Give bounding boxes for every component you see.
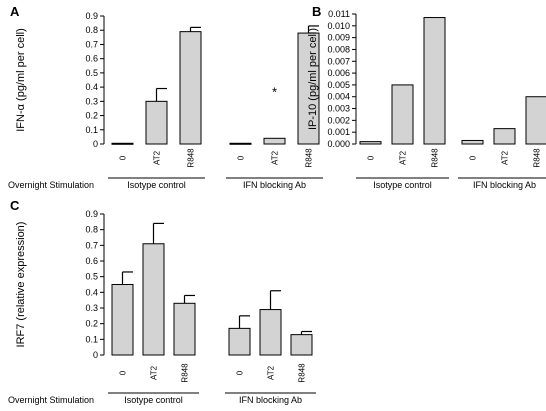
y-tick-label: 0.004: [327, 92, 350, 102]
panel-letter: C: [10, 198, 20, 213]
category-label: 0: [236, 370, 245, 375]
category-label: R848: [298, 363, 307, 383]
group-label: IFN blocking Ab: [239, 395, 302, 405]
category-label: AT2: [267, 365, 276, 380]
category-label: R848: [187, 148, 196, 168]
category-label: 0: [119, 370, 128, 375]
y-tick-label: 0.008: [327, 44, 350, 54]
y-tick-label: 0.8: [85, 25, 98, 35]
y-tick-label: 0.005: [327, 80, 350, 90]
bar: [259, 309, 282, 356]
y-tick-label: 0.009: [327, 33, 350, 43]
row-label: Overnight Stimulation: [8, 395, 94, 405]
y-tick-label: 0.006: [327, 68, 350, 78]
category-label: AT2: [399, 150, 408, 165]
y-tick-label: 0.3: [85, 303, 98, 313]
panel-letter: A: [10, 4, 20, 19]
bar: [228, 327, 251, 356]
bar: [263, 137, 286, 145]
y-axis-label: IFN-α (pg/ml per cell): [15, 28, 27, 132]
y-tick-label: 0.5: [85, 272, 98, 282]
category-label: R848: [533, 148, 542, 168]
y-tick-label: 0.7: [85, 240, 98, 250]
y-tick-label: 0: [93, 350, 98, 360]
bar: [493, 128, 516, 145]
bar: [359, 141, 382, 145]
y-tick-label: 0.001: [327, 127, 350, 137]
group-label: IFN blocking Ab: [243, 180, 306, 190]
y-tick-label: 0.6: [85, 256, 98, 266]
y-tick-label: 0.007: [327, 56, 350, 66]
y-tick-label: 0.011: [328, 9, 350, 19]
category-label: AT2: [271, 150, 280, 165]
category-label: 0: [119, 155, 128, 160]
y-tick-label: 0.8: [85, 225, 98, 235]
panel-letter: B: [312, 4, 321, 19]
y-tick-label: 0.003: [327, 104, 350, 114]
group-label: Isotype control: [373, 180, 432, 190]
y-tick-label: 0.9: [85, 11, 98, 21]
bar: [290, 334, 313, 356]
category-label: 0: [367, 155, 376, 160]
bar: [423, 17, 446, 145]
y-axis-label: IRF7 (relative expression): [15, 222, 27, 348]
significance-annotation: *: [272, 84, 277, 99]
bar: [461, 139, 484, 145]
y-tick-label: 0.3: [85, 96, 98, 106]
bar: [111, 284, 134, 356]
bar: [179, 31, 202, 145]
y-tick-label: 0: [93, 139, 98, 149]
category-label: 0: [237, 155, 246, 160]
bar: [145, 100, 168, 145]
y-tick-label: 0.002: [327, 115, 350, 125]
category-label: R848: [431, 148, 440, 168]
y-tick-label: 0.1: [85, 334, 98, 344]
y-tick-label: 0.7: [85, 39, 98, 49]
chart-panel-c: C 0 0.1 0.2 0.3 0.4 0.5 0.6 0.7 0.8 0.9 IRF7 (relat…: [10, 198, 316, 405]
category-label: R848: [181, 363, 190, 383]
chart-panel-a: A 0 0.1 0.2 0.3 0.4 0.5 0.6 0.7 0.8 0.9 IFN-α (pg/m…: [10, 4, 323, 190]
bar: [111, 142, 134, 145]
category-label: R848: [305, 148, 314, 168]
y-tick-label: 0.4: [85, 82, 98, 92]
y-tick-label: 0.6: [85, 54, 98, 64]
row-label: Overnight Stimulation: [8, 180, 94, 190]
category-label: AT2: [153, 150, 162, 165]
y-tick-label: 0.000: [327, 139, 350, 149]
y-tick-label: 0.010: [327, 21, 350, 31]
y-tick-label: 0.5: [85, 68, 98, 78]
group-label: IFN blocking Ab: [473, 180, 536, 190]
bar: [525, 96, 546, 145]
y-tick-label: 0.4: [85, 287, 98, 297]
bar: [391, 84, 414, 145]
group-label: Isotype control: [124, 395, 183, 405]
group-label: Isotype control: [127, 180, 186, 190]
category-label: 0: [469, 155, 478, 160]
category-label: AT2: [150, 365, 159, 380]
y-tick-label: 0.2: [85, 319, 98, 329]
bar: [142, 243, 165, 356]
category-label: AT2: [501, 150, 510, 165]
bar: [229, 142, 252, 145]
y-axis-label: IP-10 (pg/ml per cell): [307, 28, 319, 130]
y-tick-label: 0.2: [85, 111, 98, 121]
bar: [173, 302, 196, 356]
y-tick-label: 0.9: [85, 209, 98, 219]
y-tick-label: 0.1: [85, 125, 98, 135]
